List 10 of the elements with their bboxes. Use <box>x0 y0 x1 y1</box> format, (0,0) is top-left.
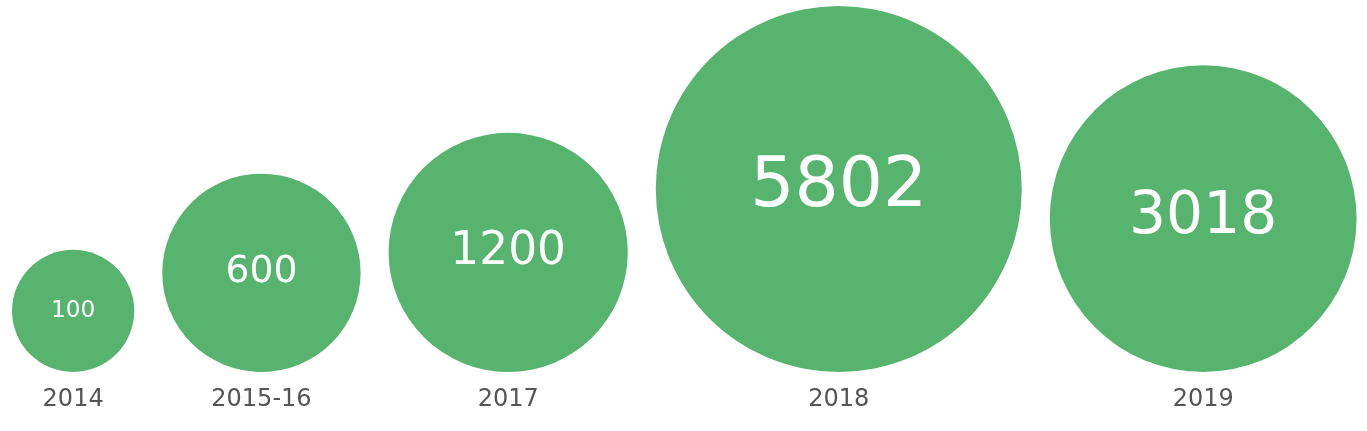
category-label: 2015-16 <box>211 384 312 412</box>
data-label: 3018 <box>1129 179 1278 248</box>
category-label: 2017 <box>477 384 539 412</box>
category-label: 2014 <box>42 384 104 412</box>
data-label: 100 <box>50 294 96 322</box>
category-label: 2018 <box>808 384 870 412</box>
category-label: 2019 <box>1172 384 1234 412</box>
data-label: 1200 <box>450 221 567 275</box>
data-label: 600 <box>225 247 298 292</box>
data-label: 5802 <box>750 141 928 223</box>
